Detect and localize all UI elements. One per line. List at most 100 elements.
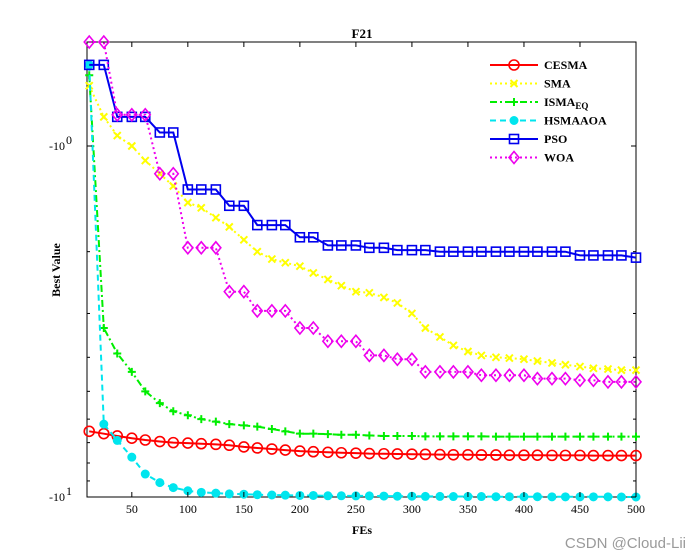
data-point bbox=[210, 438, 222, 451]
legend-swatch-marker bbox=[507, 150, 521, 165]
data-point bbox=[393, 431, 402, 440]
data-point bbox=[251, 303, 264, 319]
data-point bbox=[420, 491, 430, 501]
data-point bbox=[197, 203, 206, 213]
data-point bbox=[477, 432, 486, 441]
legend-entry: HSMAAOA bbox=[490, 114, 607, 128]
data-point bbox=[97, 34, 110, 50]
data-point bbox=[463, 432, 472, 441]
data-point bbox=[336, 240, 347, 251]
data-point bbox=[267, 424, 276, 433]
data-point bbox=[533, 356, 542, 366]
data-point bbox=[379, 491, 389, 501]
data-point bbox=[630, 252, 642, 263]
data-point bbox=[99, 112, 109, 122]
data-point bbox=[363, 348, 376, 363]
legend-swatch-marker bbox=[509, 116, 519, 125]
data-point bbox=[588, 492, 598, 502]
data-point bbox=[98, 59, 110, 71]
data-point bbox=[573, 373, 587, 388]
data-point bbox=[309, 429, 318, 438]
series-line bbox=[89, 430, 636, 457]
y-axis-label: Best Value bbox=[49, 242, 63, 296]
data-point bbox=[139, 107, 152, 123]
data-point bbox=[83, 34, 96, 50]
data-point bbox=[99, 323, 108, 332]
data-point bbox=[587, 373, 600, 388]
data-point bbox=[379, 293, 389, 302]
legend: CESMA SMA ISMAEQ HSMAAOA PSO WOA bbox=[490, 58, 607, 165]
data-point bbox=[280, 490, 290, 500]
watermark: CSDN @Cloud-Lii bbox=[564, 535, 686, 552]
data-point bbox=[476, 492, 486, 502]
legend-swatch-marker bbox=[508, 133, 520, 145]
data-point bbox=[223, 200, 235, 212]
data-point bbox=[307, 445, 320, 458]
data-point bbox=[519, 355, 529, 364]
data-point bbox=[434, 448, 446, 461]
data-point bbox=[183, 198, 193, 207]
series-woa bbox=[83, 34, 643, 390]
data-point bbox=[491, 492, 501, 502]
data-point bbox=[365, 431, 374, 440]
chart-title: F21 bbox=[352, 26, 373, 41]
data-point bbox=[223, 284, 236, 299]
data-point bbox=[616, 492, 626, 502]
data-point bbox=[617, 432, 626, 441]
data-point bbox=[280, 219, 291, 231]
data-point bbox=[477, 351, 486, 360]
series-isma bbox=[85, 71, 640, 441]
x-tick-label: 400 bbox=[515, 502, 533, 516]
data-point bbox=[293, 320, 306, 336]
data-point bbox=[519, 432, 528, 441]
data-point bbox=[267, 490, 277, 500]
data-point bbox=[406, 448, 418, 460]
data-point bbox=[559, 449, 572, 462]
data-point bbox=[351, 430, 360, 439]
legend-entry: PSO bbox=[490, 132, 567, 146]
data-point bbox=[309, 268, 318, 278]
data-point bbox=[225, 420, 234, 429]
data-point bbox=[379, 431, 388, 440]
data-point bbox=[141, 387, 150, 396]
data-point bbox=[239, 421, 248, 430]
data-point bbox=[531, 449, 544, 461]
data-point bbox=[281, 427, 290, 436]
legend-swatch-marker bbox=[509, 79, 519, 88]
data-point bbox=[419, 364, 432, 380]
data-point bbox=[211, 417, 220, 426]
data-point bbox=[295, 261, 305, 271]
data-point bbox=[335, 334, 348, 349]
data-point bbox=[589, 364, 598, 373]
data-point bbox=[350, 240, 362, 251]
data-point bbox=[363, 447, 376, 460]
data-point bbox=[167, 166, 180, 182]
data-point bbox=[421, 432, 430, 441]
data-point bbox=[308, 231, 319, 243]
data-point bbox=[252, 490, 262, 500]
data-point bbox=[574, 449, 586, 462]
data-point bbox=[560, 246, 571, 257]
data-point bbox=[588, 250, 599, 261]
data-point bbox=[476, 246, 487, 257]
data-point bbox=[574, 250, 586, 261]
data-point bbox=[294, 231, 306, 243]
data-point bbox=[307, 320, 320, 336]
data-point bbox=[449, 432, 458, 441]
series-cesma bbox=[83, 425, 642, 462]
data-point bbox=[323, 491, 333, 501]
data-point bbox=[391, 351, 404, 367]
data-point bbox=[407, 309, 417, 318]
data-point bbox=[182, 437, 194, 449]
data-point bbox=[503, 368, 516, 383]
data-point bbox=[561, 360, 570, 369]
x-tick-label: 500 bbox=[627, 502, 645, 516]
data-point bbox=[490, 246, 502, 257]
series-hsmaaoa bbox=[84, 60, 641, 502]
data-point bbox=[154, 435, 166, 448]
data-point bbox=[489, 368, 502, 383]
data-point bbox=[364, 242, 375, 254]
data-point bbox=[491, 353, 501, 362]
legend-label: HSMAAOA bbox=[544, 114, 607, 128]
data-point bbox=[337, 281, 346, 290]
